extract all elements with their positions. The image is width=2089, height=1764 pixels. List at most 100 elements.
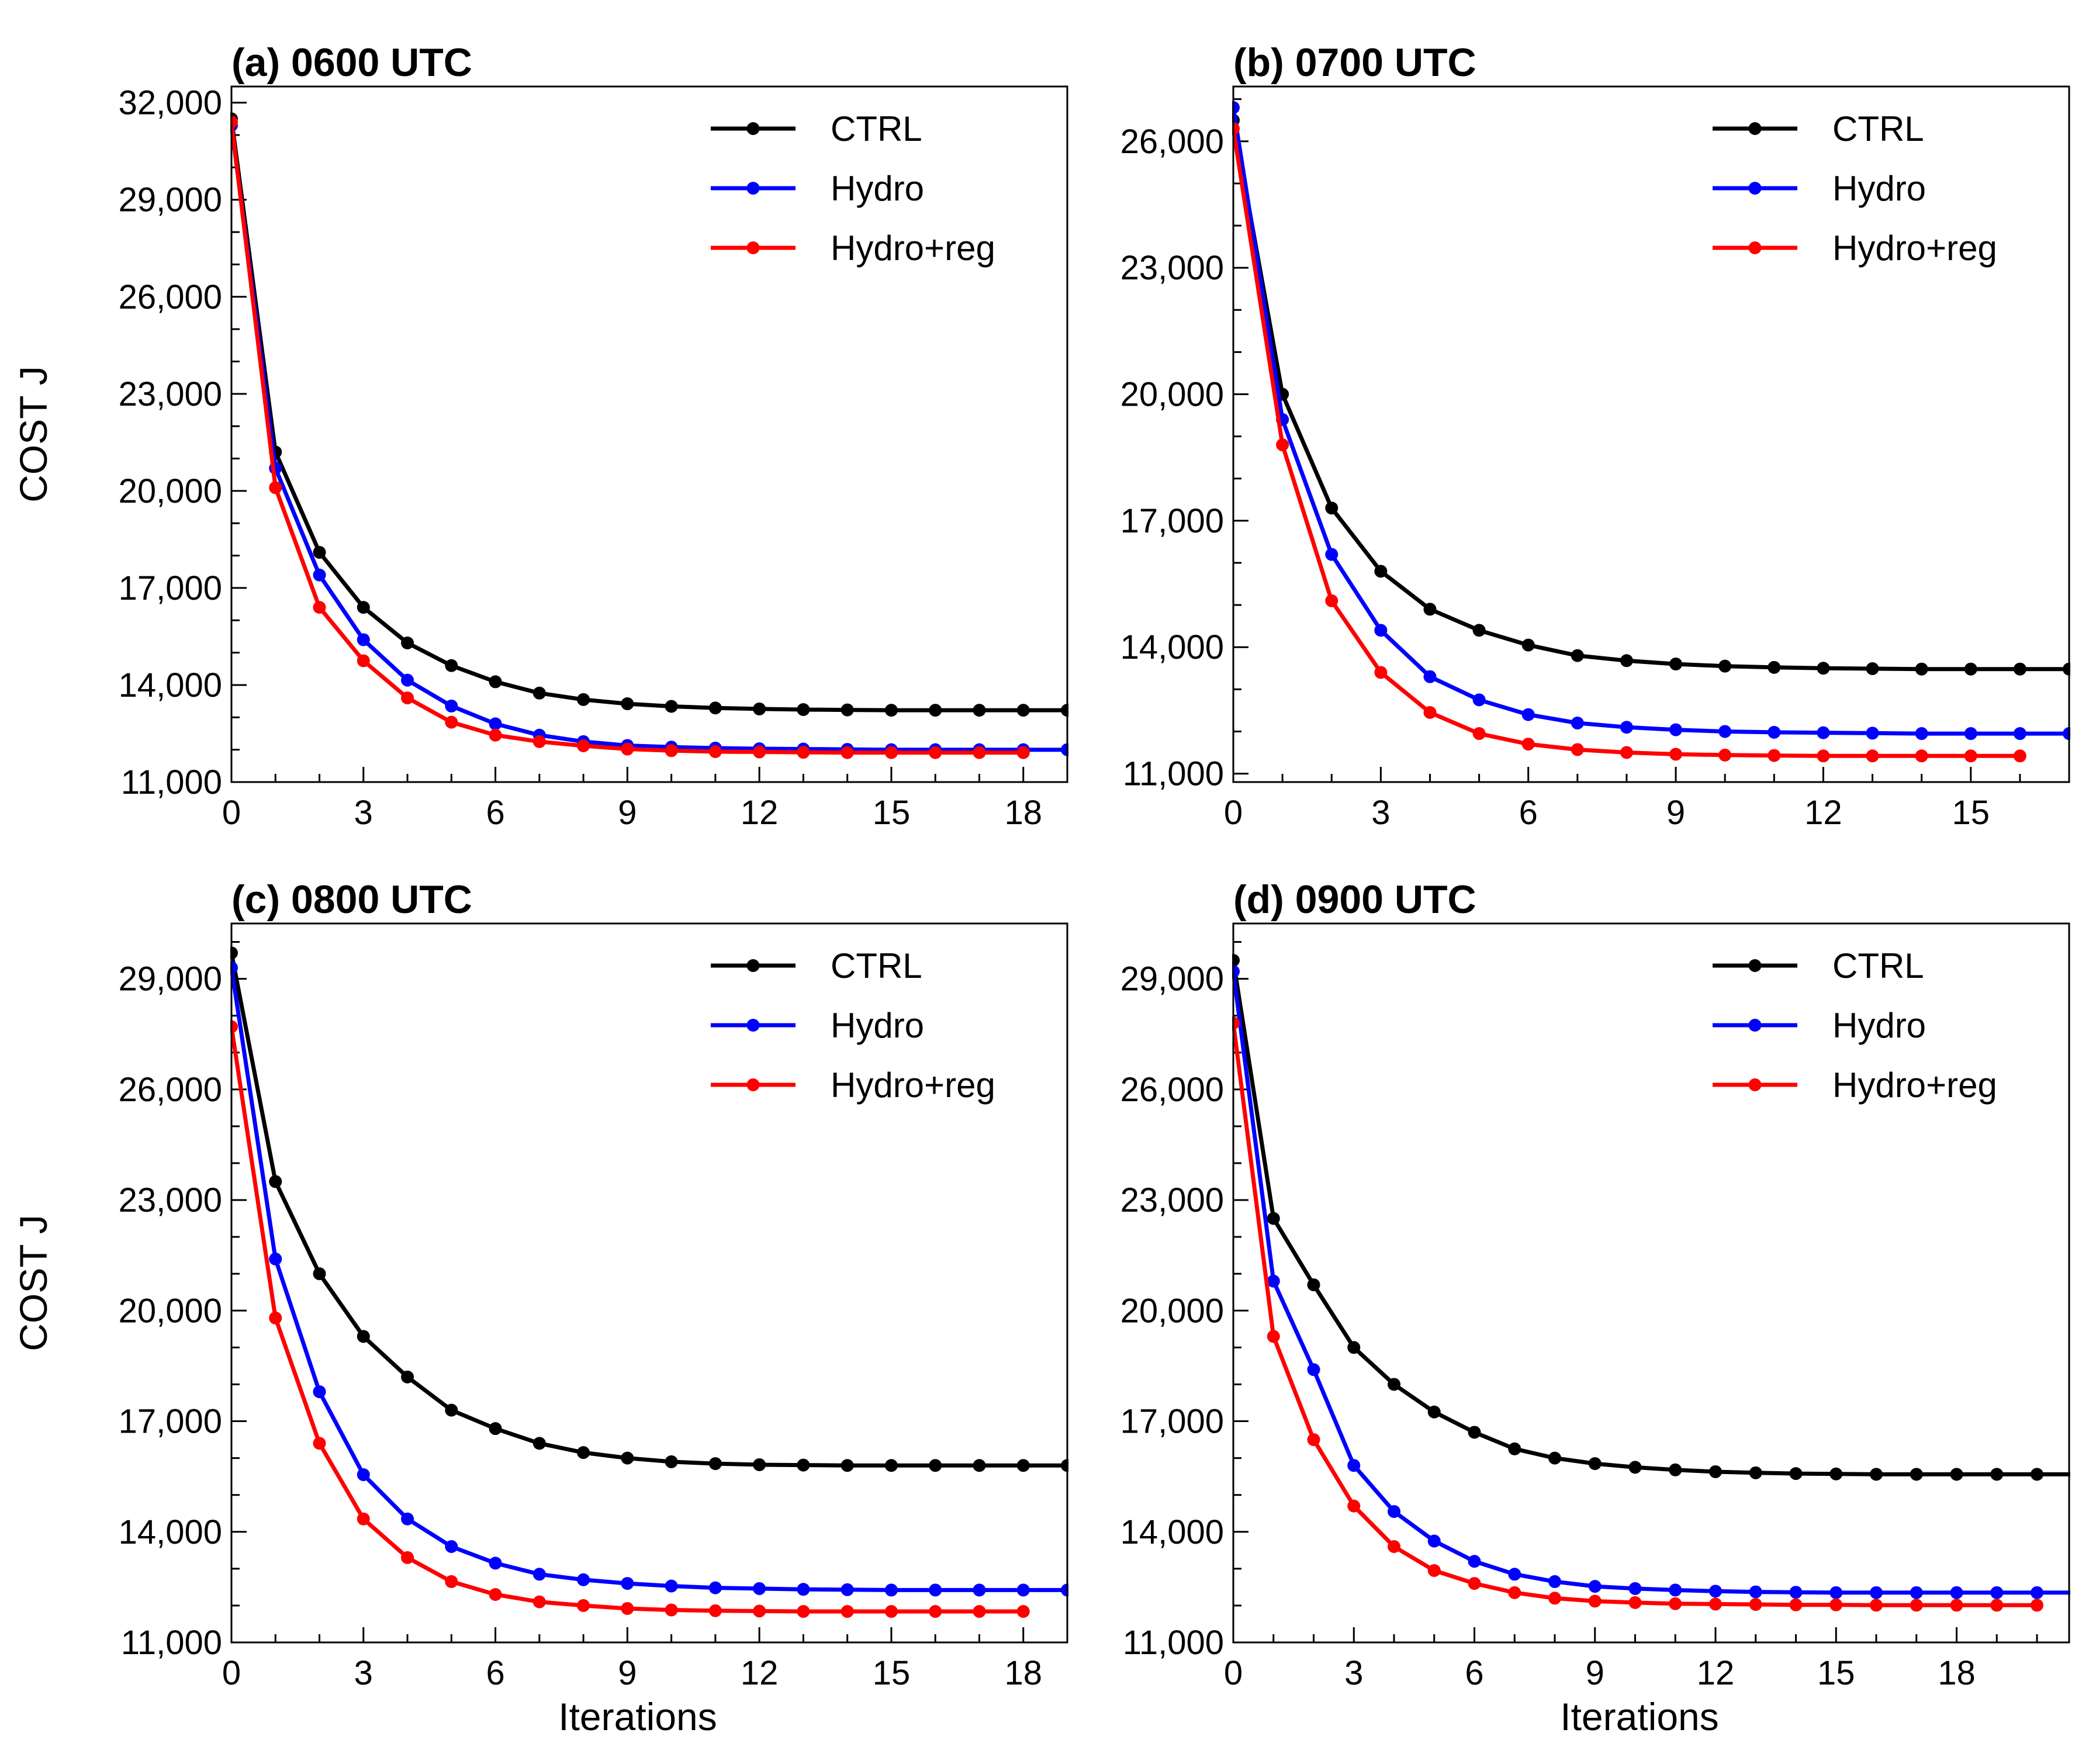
data-point-ctrl	[1709, 1465, 1722, 1478]
data-point-hydro	[445, 699, 458, 712]
data-point-hydro-reg	[1325, 594, 1339, 607]
data-point-hydro	[445, 1540, 458, 1553]
data-point-hydro-reg	[357, 1512, 370, 1526]
data-point-ctrl	[884, 1459, 898, 1472]
data-point-hydro-reg	[2013, 749, 2026, 763]
data-point-hydro-reg	[401, 1551, 414, 1564]
data-point-hydro-reg	[797, 1605, 810, 1618]
data-point-hydro	[929, 1583, 942, 1597]
y-tick-label: 23,000	[119, 375, 222, 413]
plot-area	[1232, 954, 2084, 1612]
data-point-hydro-reg	[1789, 1598, 1803, 1611]
panel-title: (d) 0900 UTC	[1233, 877, 1476, 922]
data-point-ctrl	[1789, 1467, 1803, 1481]
data-point-hydro-reg	[929, 746, 942, 759]
data-point-ctrl	[1347, 1341, 1361, 1354]
data-point-ctrl	[532, 686, 546, 700]
data-point-hydro-reg	[1427, 1564, 1441, 1577]
data-point-ctrl	[1628, 1461, 1642, 1474]
data-point-hydro-reg	[1669, 1597, 1682, 1610]
data-point-ctrl	[621, 697, 634, 711]
x-tick-label: 3	[1371, 794, 1390, 832]
data-point-hydro-reg	[1866, 749, 1879, 763]
y-tick-label: 23,000	[1120, 249, 1224, 287]
data-point-ctrl	[1307, 1278, 1320, 1292]
plot-frame	[230, 922, 1068, 1644]
plot-frame	[1232, 922, 2070, 1644]
data-point-hydro-reg	[1915, 749, 1928, 763]
data-point-hydro	[489, 717, 502, 731]
data-point-hydro-reg	[1768, 749, 1781, 762]
data-point-hydro-reg	[884, 1605, 898, 1618]
data-point-hydro-reg	[621, 742, 634, 756]
data-point-ctrl	[884, 704, 898, 717]
plot-frame	[230, 85, 1068, 783]
data-point-hydro-reg	[929, 1605, 942, 1618]
data-point-hydro-reg	[665, 744, 678, 758]
data-point-ctrl	[1866, 662, 1879, 675]
legend-marker	[746, 182, 760, 195]
x-tick-label: 6	[486, 794, 504, 832]
data-point-hydro	[1749, 1585, 1762, 1599]
data-point-hydro-reg	[1817, 749, 1830, 763]
data-point-hydro	[1910, 1586, 1923, 1599]
y-tick-label: 17,000	[119, 569, 222, 607]
data-point-hydro	[1620, 721, 1633, 734]
x-axis-title: Iterations	[558, 1695, 717, 1738]
y-tick-label: 17,000	[119, 1403, 222, 1441]
panel-a: (a) 0600 UTC 0 3 6 9 12 15 18 11,000 14,000 17,000…	[12, 40, 1068, 832]
data-point-ctrl	[2071, 1468, 2084, 1481]
x-tick-label: 0	[222, 1654, 241, 1692]
data-point-hydro	[1990, 1586, 2004, 1599]
data-point-ctrl	[1508, 1442, 1521, 1455]
legend-label: Hydro+reg	[831, 1066, 995, 1105]
data-point-hydro	[357, 1468, 370, 1481]
panel-d: (d) 0900 UTC 0 3 6 9 12 15 18 11,000 14,000 17,000…	[1120, 877, 2084, 1738]
x-tick-label: 9	[618, 794, 637, 832]
data-point-hydro-reg	[797, 746, 810, 759]
data-point-ctrl	[1910, 1468, 1923, 1481]
data-point-ctrl	[1325, 501, 1339, 515]
data-point-hydro	[1768, 725, 1781, 739]
data-point-hydro-reg	[401, 691, 414, 705]
data-point-hydro	[1267, 1274, 1280, 1288]
data-point-hydro-reg	[884, 746, 898, 759]
legend-label: Hydro	[1832, 1006, 1926, 1045]
legend-label: CTRL	[831, 946, 922, 985]
data-point-ctrl	[2013, 662, 2026, 676]
data-point-ctrl	[1267, 1212, 1280, 1225]
x-tick-label: 15	[873, 794, 911, 832]
data-point-hydro	[1571, 717, 1584, 730]
data-point-hydro-reg	[1718, 748, 1732, 762]
data-point-ctrl	[1749, 1466, 1762, 1479]
data-point-ctrl	[1950, 1468, 1963, 1481]
panel-title: (b) 0700 UTC	[1233, 40, 1476, 85]
data-point-hydro-reg	[753, 745, 766, 759]
y-tick-label: 23,000	[119, 1181, 222, 1219]
data-point-hydro	[1427, 1534, 1441, 1548]
data-point-hydro-reg	[269, 1311, 282, 1324]
data-point-ctrl	[973, 1459, 986, 1472]
legend-label: Hydro	[1832, 169, 1926, 208]
data-point-hydro	[1817, 726, 1830, 739]
data-point-hydro-reg	[1276, 438, 1289, 452]
data-point-ctrl	[1472, 624, 1486, 637]
y-tick-label: 14,000	[119, 1513, 222, 1551]
y-tick-label: 29,000	[119, 960, 222, 998]
data-point-hydro-reg	[708, 745, 722, 758]
x-tick-label: 9	[1586, 1654, 1604, 1692]
data-point-ctrl	[665, 700, 678, 713]
data-point-ctrl	[841, 1459, 854, 1472]
y-tick-label: 14,000	[1120, 1513, 1224, 1551]
data-point-ctrl	[401, 637, 414, 649]
data-point-hydro	[1374, 624, 1388, 637]
data-point-ctrl	[1588, 1457, 1602, 1471]
y-tick-label: 11,000	[1123, 1624, 1224, 1662]
data-point-hydro-reg	[841, 1605, 854, 1618]
data-point-hydro-reg	[1829, 1598, 1843, 1611]
data-point-ctrl	[1423, 603, 1437, 616]
data-point-ctrl	[1388, 1378, 1400, 1391]
data-point-hydro	[577, 1573, 590, 1586]
data-point-hydro	[1870, 1586, 1883, 1599]
